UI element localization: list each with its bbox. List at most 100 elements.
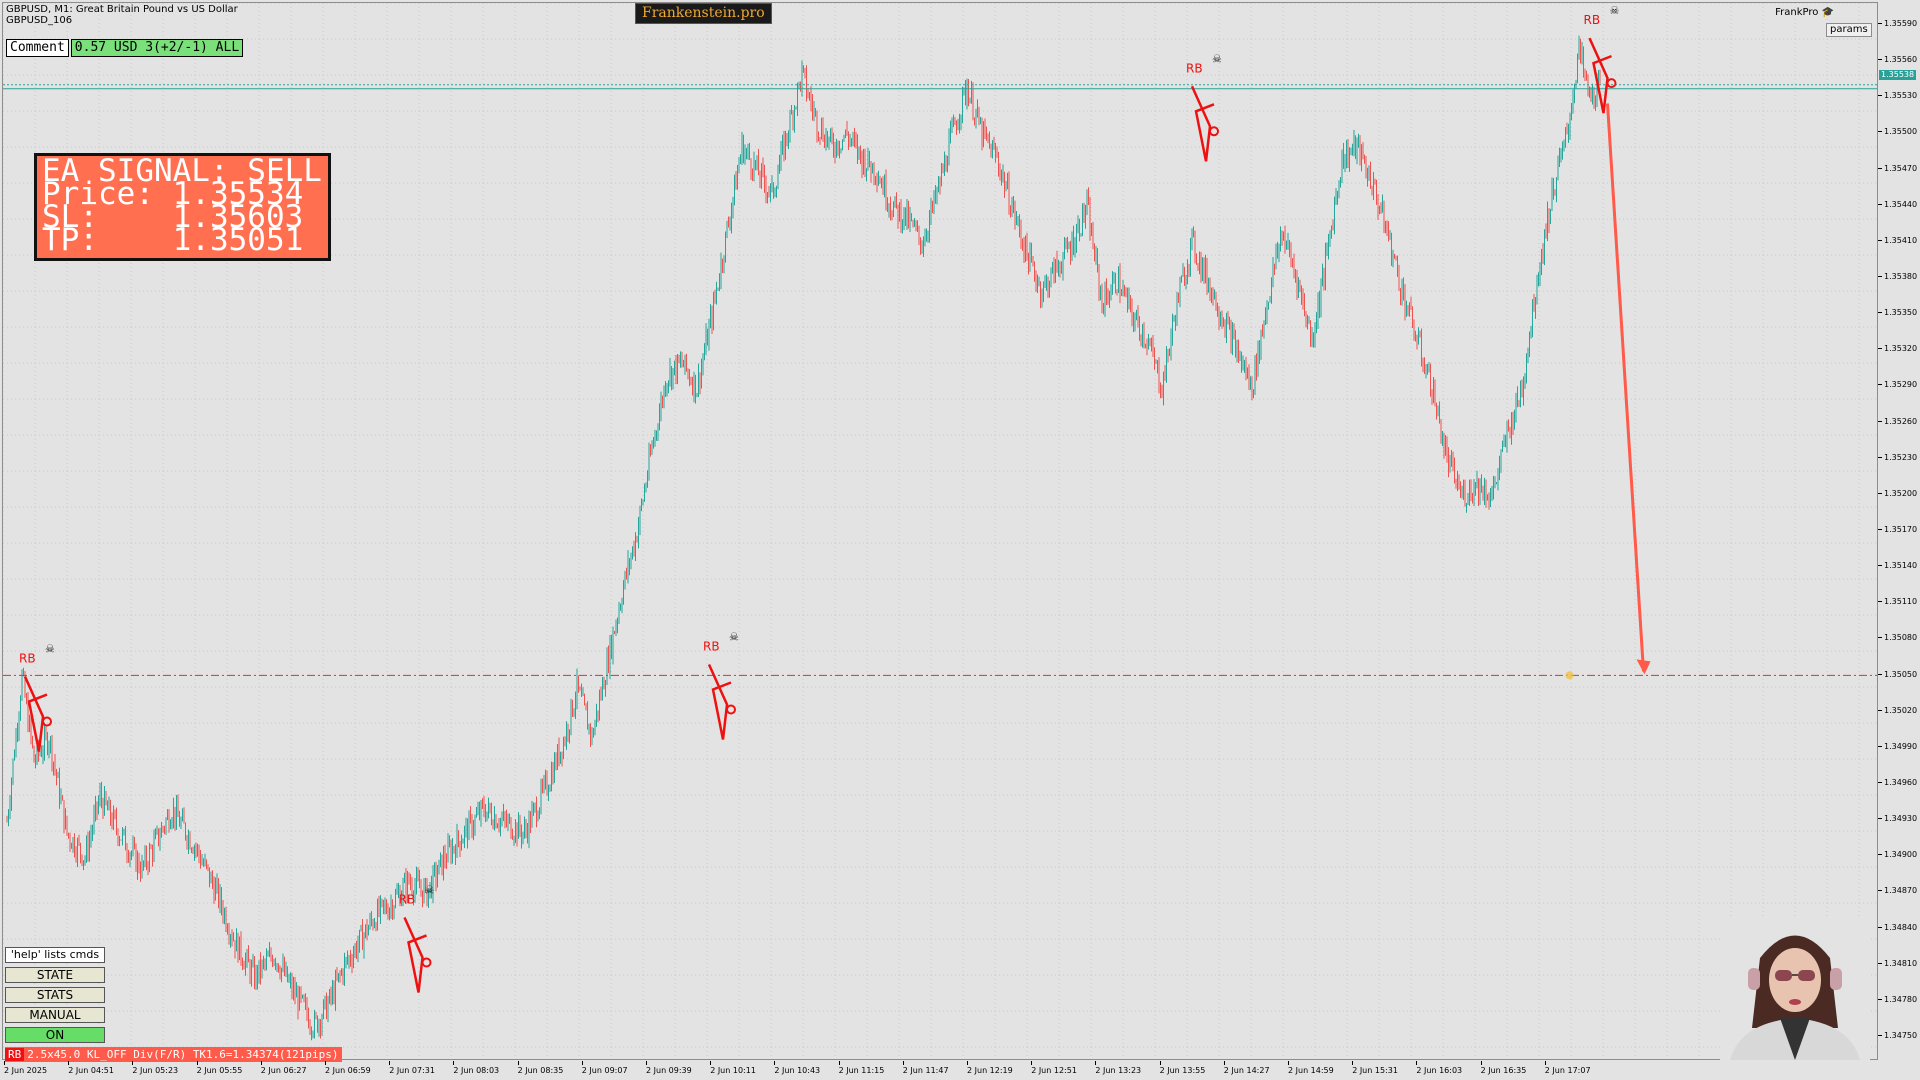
price-tick-label: 1.35470 [1878,164,1917,173]
time-tick-label: 2 Jun 2025 [4,1061,48,1075]
price-tick-label: 1.35380 [1878,272,1917,281]
time-tick-label: 2 Jun 16:03 [1416,1061,1463,1075]
time-tick-label: 2 Jun 15:31 [1352,1061,1398,1075]
price-tick-label: 1.34750 [1878,1031,1917,1040]
price-tick-label: 1.35290 [1878,380,1917,389]
time-tick-label: 2 Jun 08:35 [517,1061,564,1075]
rb-marker-label: RB [703,640,720,654]
indicator-status-bar: RB 2.5x45.0 KL_OFF Div(F/R) TK1.6=1.34374… [5,1047,342,1062]
stats-button[interactable]: STATS [5,987,105,1003]
price-axis[interactable]: 1.35590 1.35560 1.35530 1.35500 1.35470 1.354… [1878,0,1920,1062]
price-tick-label: 1.35410 [1878,236,1917,245]
rb-pattern-triangle [1190,85,1215,162]
rb-pattern-triangle [23,676,48,752]
time-tick-label: 2 Jun 16:35 [1480,1061,1527,1075]
rb-pattern-triangle [707,663,732,740]
time-tick-label: 2 Jun 07:31 [389,1061,435,1075]
rb-marker-label: RB [19,652,36,666]
state-button[interactable]: STATE [5,967,105,983]
time-axis[interactable]: 2 Jun 2025 2 Jun 04:51 2 Jun 05:23 2 Jun 05… [0,1061,1878,1080]
price-tick-label: 1.35080 [1878,633,1917,642]
command-panel: 'help' lists cmds STATE STATS MANUAL ON [5,947,105,1047]
ea-signal-panel: EA SIGNAL: SELL Price: 1.35534 SL: 1.35603… [34,153,331,261]
price-tick-label: 1.35350 [1878,308,1917,317]
time-tick-label: 2 Jun 13:55 [1159,1061,1206,1075]
skull-icon: ☠ [45,643,55,656]
price-tick-label: 1.34810 [1878,959,1917,968]
time-tick-label: 2 Jun 12:51 [1031,1061,1077,1075]
symbol-description: GBPUSD, M1: Great Britain Pound vs US Do… [6,4,238,15]
help-input[interactable]: 'help' lists cmds [5,947,105,963]
price-tick-label: 1.34900 [1878,850,1917,859]
time-tick-label: 2 Jun 12:19 [967,1061,1013,1075]
price-tick-label: 1.34930 [1878,814,1917,823]
price-tick-label: 1.35440 [1878,200,1917,209]
time-tick-label: 2 Jun 04:51 [68,1061,114,1075]
time-tick-label: 2 Jun 05:23 [132,1061,179,1075]
assistant-avatar-image [1720,918,1870,1060]
rb-entry-ring [1209,126,1219,137]
time-tick-label: 2 Jun 11:47 [902,1061,949,1075]
price-tick-label: 1.35020 [1878,706,1917,715]
price-tick-label: 1.35170 [1878,525,1917,534]
price-tick-label: 1.35110 [1878,597,1917,606]
params-button[interactable]: params [1826,23,1872,37]
frankpro-label: FrankPro [1775,7,1819,18]
target-arrow-head [1636,659,1651,675]
skull-icon: ☠ [1212,52,1222,65]
price-tick-label: 1.34870 [1878,886,1917,895]
target-arrow-shaft [1606,103,1645,672]
price-tick-label: 1.34780 [1878,995,1917,1004]
on-toggle-button[interactable]: ON [5,1027,105,1043]
price-tick-label: 1.35050 [1878,670,1917,679]
skull-icon: ☠ [729,631,739,644]
rb-pattern-triangle [1588,37,1612,114]
current-price-tag: 1.35538 [1879,70,1917,80]
graduation-cap-icon: 🎓 [1821,7,1834,18]
signal-line-tp: TP: 1.35051 [42,222,304,258]
signal-line-price: Price: 1.35534 [42,176,304,212]
rb-entry-ring [421,957,432,968]
skull-icon: ☠ [1610,4,1620,17]
price-tick-label: 1.35590 [1878,19,1917,28]
time-tick-label: 2 Jun 14:27 [1223,1061,1270,1075]
brand-logo-frankenstein: Frankenstein.pro [635,3,772,24]
time-tick-label: 2 Jun 10:11 [710,1061,756,1075]
rb-marker-label: RB [1584,13,1601,27]
status-text: 2.5x45.0 KL_OFF Div(F/R) TK1.6=1.34374(1… [27,1048,339,1061]
rb-entry-ring [1606,78,1617,89]
price-tick-label: 1.35560 [1878,55,1917,64]
time-tick-label: 2 Jun 09:07 [581,1061,628,1075]
tp-dot [1565,671,1574,680]
frankpro-indicator-label: FrankPro 🎓 [1775,7,1834,18]
time-tick-label: 2 Jun 14:59 [1288,1061,1334,1075]
comment-profit-value: 0.57 USD 3(+2/-1) ALL [70,39,244,57]
time-tick-label: 2 Jun 17:07 [1544,1061,1591,1075]
price-tick-label: 1.34960 [1878,778,1917,787]
rb-entry-ring [726,704,736,715]
time-tick-label: 2 Jun 08:03 [453,1061,500,1075]
time-tick-label: 2 Jun 10:43 [774,1061,821,1075]
price-tick-label: 1.35260 [1878,417,1917,426]
price-tick-label: 1.35500 [1878,127,1917,136]
signal-line-type: EA SIGNAL: SELL [42,153,322,189]
price-tick-label: 1.35320 [1878,344,1917,353]
price-tick-label: 1.34840 [1878,923,1917,932]
time-tick-label: 2 Jun 13:23 [1095,1061,1142,1075]
time-tick-label: 2 Jun 06:59 [325,1061,371,1075]
time-tick-label: 2 Jun 05:55 [196,1061,243,1075]
price-tick-label: 1.35140 [1878,561,1917,570]
manual-button[interactable]: MANUAL [5,1007,105,1023]
rb-pattern-triangle [403,916,427,993]
price-tick-label: 1.35200 [1878,489,1917,498]
status-rb-tag: RB [5,1048,25,1061]
rb-entry-ring [42,716,52,727]
time-tick-label: 2 Jun 11:15 [838,1061,885,1075]
price-tick-label: 1.35230 [1878,453,1917,462]
rb-marker-label: RB [1186,61,1203,75]
time-tick-label: 2 Jun 06:27 [260,1061,307,1075]
comment-button[interactable]: Comment [6,39,69,57]
price-tick-label: 1.35530 [1878,91,1917,100]
skull-icon: ☠ [425,883,435,896]
